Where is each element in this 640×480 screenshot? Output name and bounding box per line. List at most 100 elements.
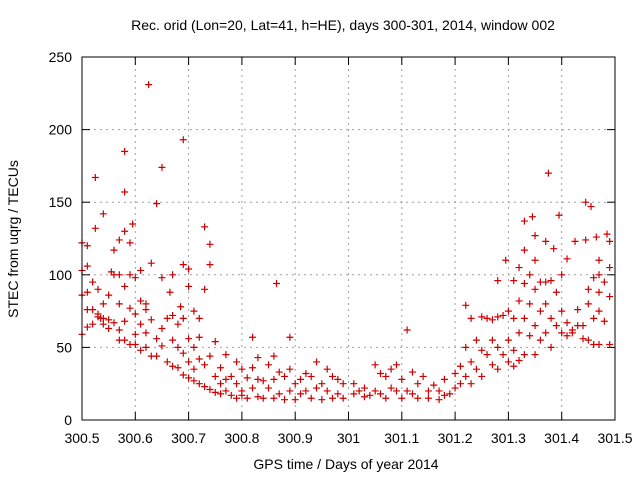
data-point	[190, 377, 198, 385]
data-point	[472, 365, 480, 373]
data-point	[286, 365, 294, 373]
data-point	[542, 329, 550, 337]
data-point	[115, 236, 123, 244]
data-point	[190, 365, 198, 373]
data-point	[307, 372, 315, 380]
data-point	[249, 333, 257, 341]
data-point	[510, 362, 518, 370]
x-tick-label: 300.9	[278, 430, 313, 446]
data-point	[110, 246, 118, 254]
data-point	[233, 394, 241, 402]
data-point	[145, 81, 153, 89]
data-point	[339, 394, 347, 402]
data-point	[392, 361, 400, 369]
data-point	[83, 323, 91, 331]
data-point	[547, 277, 555, 285]
x-tick-label: 300.5	[64, 430, 99, 446]
data-point	[105, 316, 113, 324]
data-point	[179, 371, 187, 379]
data-point	[163, 314, 171, 322]
y-tick-label: 150	[49, 194, 73, 210]
data-point	[558, 271, 566, 279]
data-point	[371, 361, 379, 369]
y-tick-label: 100	[49, 267, 73, 283]
data-point	[568, 329, 576, 337]
data-point	[542, 237, 550, 245]
data-point	[555, 211, 563, 219]
data-point	[281, 372, 289, 380]
data-point	[137, 297, 145, 305]
data-point	[99, 300, 107, 308]
data-point	[115, 300, 123, 308]
data-point	[158, 274, 166, 282]
data-point	[211, 372, 219, 380]
data-point	[547, 314, 555, 322]
data-point	[582, 198, 590, 206]
data-point	[595, 340, 603, 348]
data-point	[371, 387, 379, 395]
data-point	[329, 372, 337, 380]
data-point	[99, 210, 107, 218]
data-point	[520, 351, 528, 359]
data-point	[446, 390, 454, 398]
data-point	[217, 380, 225, 388]
x-tick-label: 301	[337, 430, 361, 446]
data-point	[254, 393, 262, 401]
data-point	[174, 320, 182, 328]
data-point	[467, 358, 475, 366]
data-point	[515, 264, 523, 272]
data-point	[259, 377, 267, 385]
data-point	[174, 343, 182, 351]
data-point	[467, 314, 475, 322]
data-point	[222, 351, 230, 359]
x-tick-label: 301.2	[438, 430, 473, 446]
data-point	[115, 271, 123, 279]
data-point	[147, 259, 155, 267]
data-point	[478, 372, 486, 380]
data-point	[291, 380, 299, 388]
data-point	[185, 265, 193, 273]
data-point	[360, 384, 368, 392]
data-point	[254, 375, 262, 383]
x-axis-label: GPS time / Days of year 2014	[253, 456, 438, 472]
data-point	[201, 361, 209, 369]
data-point	[563, 332, 571, 340]
data-point	[520, 217, 528, 225]
data-point	[254, 354, 262, 362]
data-point	[574, 306, 582, 314]
data-point	[387, 365, 395, 373]
data-point	[270, 352, 278, 360]
data-point	[515, 356, 523, 364]
x-tick-label: 300.8	[224, 430, 259, 446]
data-point	[424, 387, 432, 395]
chart-title: Rec. orid (Lon=20, Lat=41, h=HE), days 3…	[131, 17, 555, 33]
data-point	[222, 387, 230, 395]
data-point	[595, 288, 603, 296]
data-point	[595, 271, 603, 279]
data-point	[211, 388, 219, 396]
data-point	[131, 310, 139, 318]
data-point	[563, 319, 571, 327]
data-point	[520, 314, 528, 322]
grid	[82, 57, 615, 420]
data-point	[126, 271, 134, 279]
data-point	[472, 336, 480, 344]
data-point	[419, 372, 427, 380]
data-point	[544, 169, 552, 177]
data-point	[329, 394, 337, 402]
data-point	[462, 301, 470, 309]
data-point	[515, 297, 523, 305]
data-point	[510, 314, 518, 322]
data-point	[275, 390, 283, 398]
data-point	[275, 368, 283, 376]
data-point	[281, 396, 289, 404]
data-point	[590, 274, 598, 282]
data-point	[587, 203, 595, 211]
data-point	[217, 364, 225, 372]
data-point	[131, 274, 139, 282]
x-tick-label: 301.1	[384, 430, 419, 446]
data-point	[158, 163, 166, 171]
data-point	[606, 340, 614, 348]
data-point	[590, 314, 598, 322]
data-point	[137, 346, 145, 354]
